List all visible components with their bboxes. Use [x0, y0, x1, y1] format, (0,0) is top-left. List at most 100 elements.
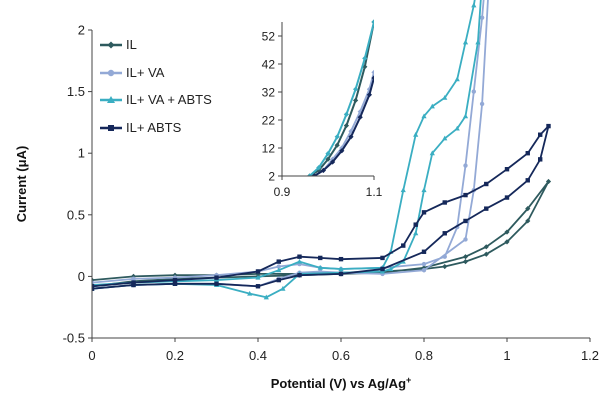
- data-point: [525, 178, 530, 183]
- data-point: [475, 39, 481, 45]
- legend-marker-circle-icon: [107, 69, 115, 77]
- main-y-tick-label: -0.5: [63, 331, 85, 346]
- data-point: [371, 75, 374, 81]
- x-axis-title: Potential (V) vs Ag/Ag+: [271, 375, 412, 391]
- legend-label: IL+ VA + ABTS: [126, 92, 212, 107]
- main-series-layer: [92, 0, 552, 300]
- data-point: [339, 145, 345, 151]
- x-tick-layer: 0 0.2 0.4 0.6 0.8 1 1.2: [88, 338, 599, 363]
- data-point: [454, 125, 460, 131]
- main-x-tick-label: 1: [503, 348, 510, 363]
- data-point: [247, 290, 253, 296]
- data-point: [421, 268, 427, 273]
- data-point: [343, 123, 349, 129]
- data-point: [92, 286, 95, 291]
- data-point: [421, 187, 427, 193]
- data-point: [343, 111, 349, 117]
- data-point: [525, 151, 530, 156]
- data-point: [131, 276, 136, 282]
- data-point: [366, 92, 372, 98]
- data-point: [380, 266, 385, 272]
- data-point: [380, 255, 385, 261]
- data-point: [131, 282, 136, 288]
- data-point: [263, 294, 269, 300]
- data-point: [525, 218, 531, 224]
- data-point: [330, 159, 336, 165]
- legend-label: IL+ ABTS: [126, 120, 182, 135]
- data-point: [317, 264, 323, 270]
- data-point: [338, 266, 344, 272]
- main-y-tick-label: 1.5: [67, 84, 85, 99]
- main-x-tick-label: 0.4: [249, 348, 267, 363]
- data-point: [462, 254, 469, 260]
- x-axis-title-main: Potential (V) vs Ag/Ag: [271, 376, 406, 391]
- inset-series-line: [313, 77, 374, 176]
- data-point: [421, 261, 427, 267]
- data-point: [538, 157, 543, 162]
- data-point: [280, 285, 286, 291]
- data-point: [442, 231, 447, 236]
- data-point: [484, 181, 489, 187]
- data-point: [307, 173, 313, 176]
- data-point: [214, 281, 219, 286]
- data-point: [463, 163, 468, 168]
- main-y-tick-label: 1: [78, 146, 85, 161]
- data-point: [421, 249, 427, 254]
- main-x-tick-label: 0.2: [166, 348, 184, 363]
- data-point: [357, 114, 363, 120]
- data-point: [463, 218, 468, 224]
- inset-y-tick-label: 52: [262, 30, 276, 44]
- data-point: [255, 269, 261, 274]
- data-point: [483, 244, 489, 250]
- main-y-tick-label: 0: [78, 269, 85, 284]
- data-point: [442, 200, 447, 205]
- data-point: [214, 275, 219, 280]
- inset-x-tick-label: 1.1: [366, 185, 383, 199]
- data-point: [353, 86, 359, 92]
- data-point: [130, 273, 137, 279]
- data-point: [371, 19, 374, 25]
- legend-item-il-va: IL+ VA: [100, 65, 165, 80]
- data-point: [479, 15, 485, 20]
- data-point: [353, 97, 359, 103]
- main-series-line: [92, 180, 550, 288]
- data-point: [325, 151, 331, 157]
- data-point: [471, 2, 477, 8]
- inset-x-tick-layer: 0.9 1.1: [274, 176, 383, 199]
- data-point: [276, 264, 281, 269]
- main-x-tick-label: 0.6: [332, 348, 350, 363]
- inset-y-tick-label: 22: [262, 114, 276, 128]
- main-series-line: [92, 0, 482, 299]
- data-point: [255, 274, 261, 280]
- data-point: [463, 237, 468, 242]
- data-point: [366, 86, 372, 92]
- data-point: [362, 55, 368, 61]
- data-point: [538, 132, 543, 137]
- data-point: [483, 251, 489, 257]
- main-y-tick-label: 2: [78, 23, 85, 38]
- data-point: [413, 222, 418, 227]
- main-x-tick-label: 0.8: [415, 348, 433, 363]
- inset-series-il-abts: [311, 75, 374, 176]
- main-x-tick-label: 1.2: [581, 348, 599, 363]
- data-point: [297, 254, 302, 259]
- data-point: [371, 69, 374, 75]
- data-point: [442, 254, 447, 259]
- data-point: [172, 277, 178, 283]
- data-point: [276, 267, 282, 273]
- y-axis-title: Current (μA): [14, 146, 29, 223]
- legend-label: IL+ VA: [126, 65, 165, 80]
- data-point: [462, 259, 469, 265]
- data-point: [545, 178, 552, 185]
- main-x-tick-label: 0: [88, 348, 95, 363]
- data-point: [172, 281, 178, 286]
- data-point: [462, 39, 469, 45]
- inset-y-tick-label: 2: [268, 170, 275, 184]
- data-point: [92, 284, 95, 289]
- main-plot-area: 0 0.2 0.4 0.6 0.8 1 1.2 -0.500.511.52: [63, 0, 599, 363]
- inset-y-tick-label: 12: [262, 142, 276, 156]
- main-series-il-abts: [92, 123, 551, 291]
- main-y-tick-label: 0.5: [67, 207, 85, 222]
- y-tick-layer: -0.5 0 0.5 1 1.5 2: [63, 23, 92, 346]
